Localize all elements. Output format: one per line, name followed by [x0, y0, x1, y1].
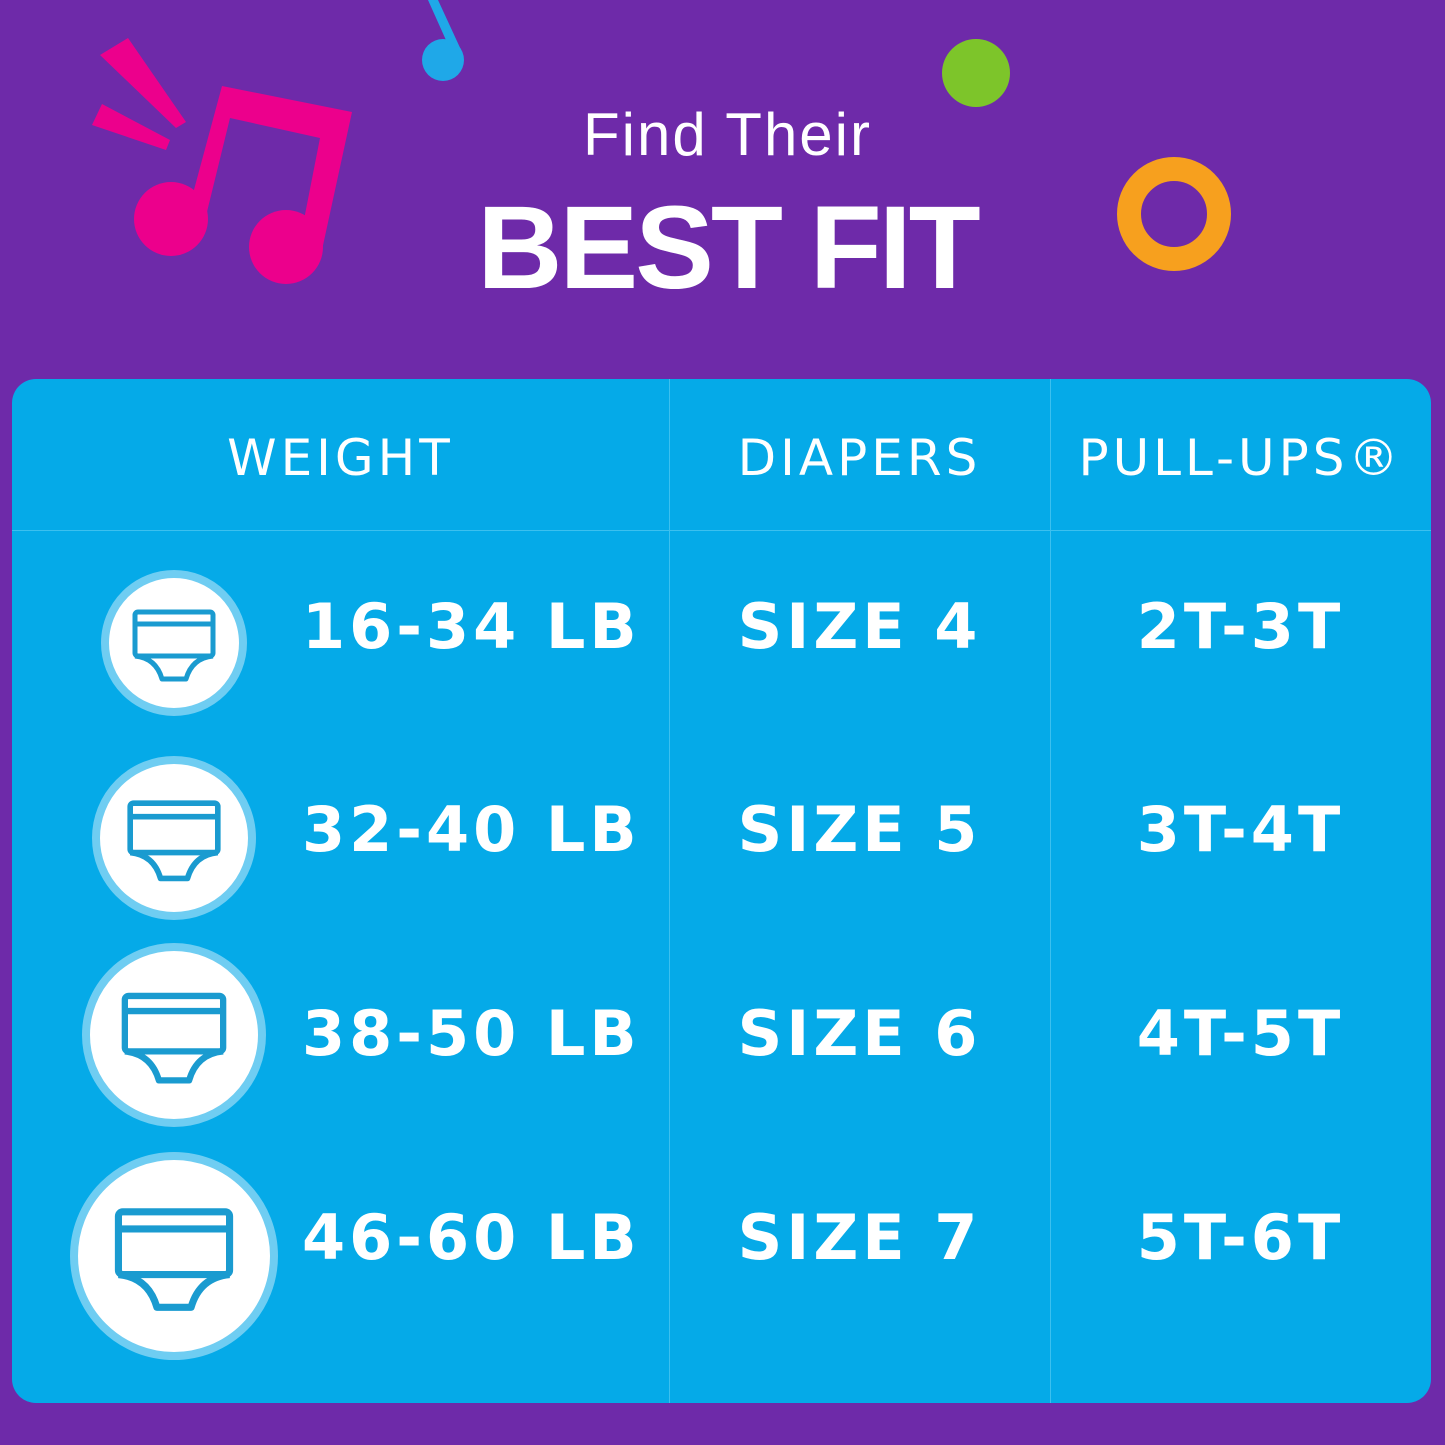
weight-cell: 16-34 LB — [302, 590, 641, 663]
decorations — [92, 0, 1231, 284]
column-divider — [1050, 379, 1051, 1403]
music-note-icon — [92, 38, 352, 284]
weight-cell: 46-60 LB — [302, 1201, 641, 1274]
header-weight: WEIGHT — [227, 429, 454, 487]
underwear-icon — [92, 756, 256, 920]
pullups-cell: 3T-4T — [1136, 793, 1345, 866]
green-dot-icon — [942, 39, 1010, 107]
title-line-1: Find Their — [582, 101, 872, 168]
diapers-cell: SIZE 6 — [737, 997, 982, 1070]
header-diapers: DIAPERS — [737, 429, 982, 487]
header-divider — [12, 530, 1431, 531]
weight-cell: 38-50 LB — [302, 997, 641, 1070]
pullups-cell: 2T-3T — [1136, 590, 1345, 663]
column-divider — [669, 379, 670, 1403]
title-line-2: BEST FIT — [477, 182, 980, 314]
pullups-cell: 4T-5T — [1136, 997, 1345, 1070]
diapers-cell: SIZE 4 — [737, 590, 982, 663]
orange-ring-icon — [1117, 157, 1231, 271]
music-note-small-icon — [422, 0, 464, 81]
underwear-icon — [101, 570, 247, 716]
underwear-icon — [82, 943, 266, 1127]
size-chart-table: WEIGHT DIAPERS PULL-UPS® 16-34 LB SIZE 4… — [12, 379, 1431, 1403]
weight-cell: 32-40 LB — [302, 793, 641, 866]
diapers-cell: SIZE 7 — [737, 1201, 982, 1274]
header-pullups: PULL-UPS® — [1078, 429, 1403, 487]
pullups-cell: 5T-6T — [1136, 1201, 1345, 1274]
underwear-icon — [70, 1152, 278, 1360]
diapers-cell: SIZE 5 — [737, 793, 982, 866]
